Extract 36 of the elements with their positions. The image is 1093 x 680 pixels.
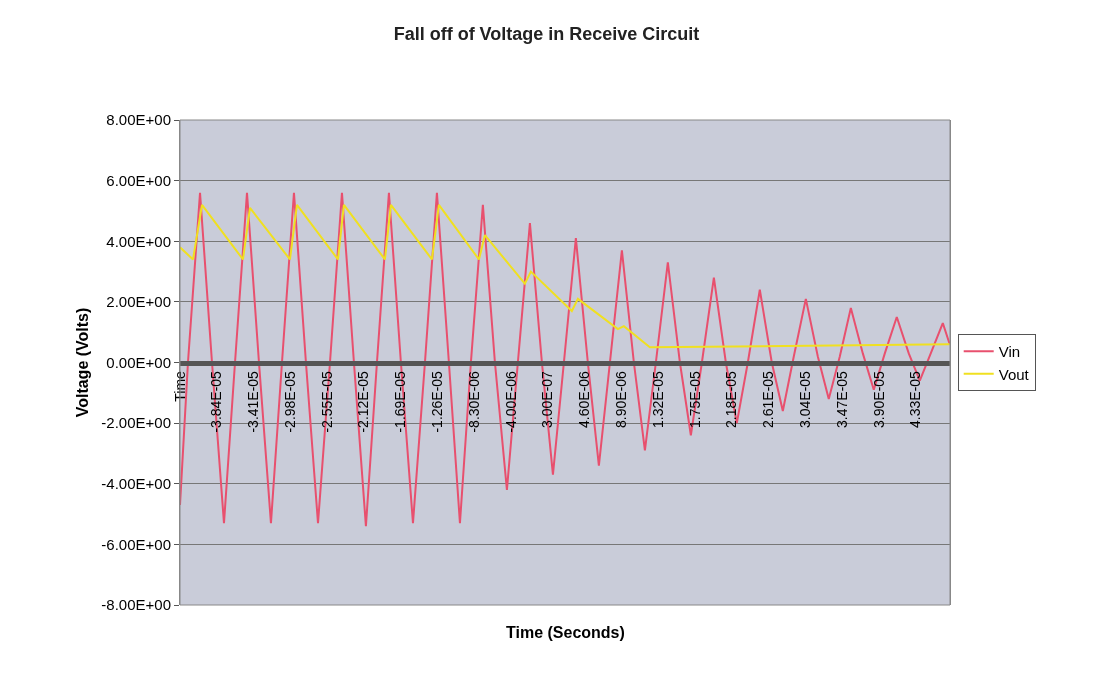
x-tick-label: 8.90E-06: [613, 370, 630, 428]
x-axis-title: Time (Seconds): [506, 624, 625, 641]
y-axis-title: Voltage (Volts): [74, 307, 92, 418]
x-tick-label: 3.04E-05: [796, 370, 813, 428]
y-tick-label: 4.00E+00: [106, 232, 171, 250]
y-tick-label: 2.00E+00: [106, 293, 171, 311]
y-tick-label: 8.00E+00: [106, 111, 171, 129]
y-tick-label: -6.00E+00: [101, 535, 171, 553]
y-tick-label: 0.00E+00: [106, 353, 171, 371]
legend-label: Vin: [998, 343, 1021, 361]
x-tick-label: 2.61E-05: [760, 370, 777, 428]
y-tick-label: -8.00E+00: [101, 596, 171, 614]
x-tick-label: -8.30E-06: [465, 370, 482, 433]
x-tick-label: 3.90E-05: [870, 370, 887, 428]
x-tick-label: 1.32E-05: [649, 370, 666, 428]
x-tick-label: -1.69E-05: [392, 370, 409, 433]
x-tick-label: -2.98E-05: [281, 370, 298, 433]
x-tick-label: 2.18E-05: [723, 370, 740, 428]
x-tick-label: -2.55E-05: [318, 370, 335, 433]
x-tick-label: 3.00E-07: [539, 370, 556, 428]
x-tick-label: -2.12E-05: [355, 370, 372, 433]
y-tick-label: -4.00E+00: [101, 475, 171, 492]
x-tick-label: 4.60E-06: [576, 370, 593, 428]
x-tick-label: -4.00E-06: [502, 370, 519, 433]
chart-title: Fall off of Voltage in Receive Circuit: [393, 23, 700, 44]
x-tick-label: -3.84E-05: [208, 370, 225, 433]
y-tick-label: 6.00E+00: [106, 171, 171, 189]
x-tick-label: 3.47E-05: [833, 370, 850, 428]
line-series: [180, 203, 950, 349]
x-tick-label: -1.26E-05: [429, 370, 446, 433]
x-tick-label: -3.41E-05: [245, 370, 262, 433]
legend-label: Vout: [998, 365, 1030, 383]
y-tick-label: -2.00E+00: [101, 414, 171, 432]
x-tick-label: Time: [171, 370, 188, 402]
x-tick-label: 4.33E-05: [907, 370, 924, 428]
x-tick-label: 1.75E-05: [686, 370, 703, 428]
